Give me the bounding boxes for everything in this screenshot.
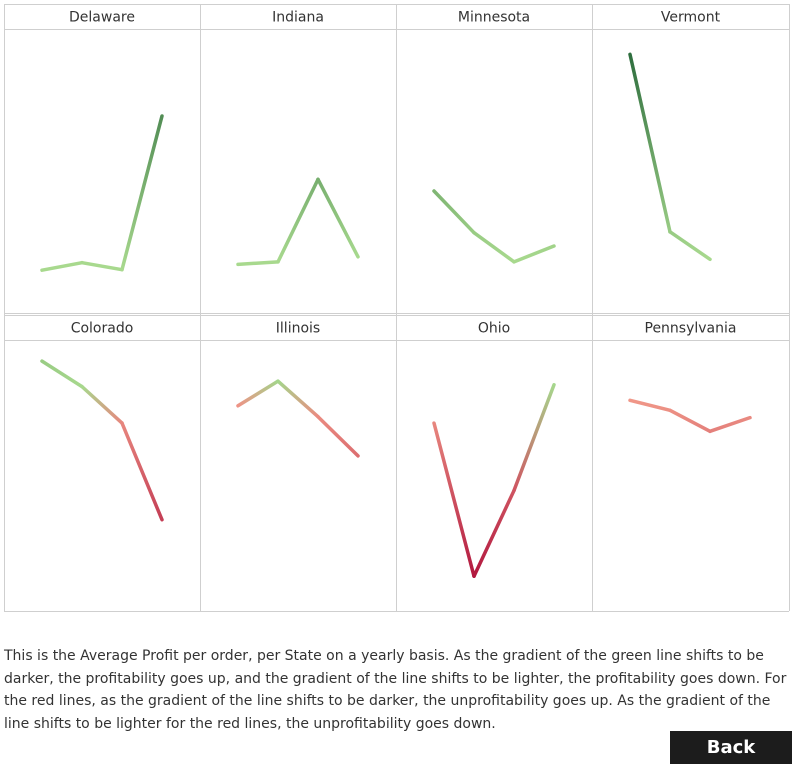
line-segment (628, 398, 672, 413)
line-segment (80, 384, 124, 425)
line-segment (236, 379, 280, 408)
panel-illinois: Illinois (236, 321, 360, 458)
panel-minnesota: Minnesota (432, 10, 556, 264)
line-segment (708, 415, 752, 434)
line-segment (120, 114, 164, 272)
line-segment (432, 421, 476, 578)
line-segment (472, 488, 516, 578)
panel-title: Pennsylvania (645, 321, 737, 337)
line-segment (316, 414, 360, 458)
panel-title: Delaware (69, 10, 135, 26)
chart-description: This is the Average Profit per order, pe… (4, 648, 787, 732)
line-segment (236, 260, 280, 267)
line-segment (276, 177, 320, 264)
line-segment (432, 189, 476, 235)
small-multiples-chart: Delaware Indiana Minnesota Vermont Colorado I… (4, 4, 790, 612)
panel-title: Illinois (276, 321, 320, 337)
line-segment (668, 408, 712, 434)
panel-vermont: Vermont (628, 10, 721, 262)
back-button[interactable]: Back (670, 731, 792, 764)
panel-title: Vermont (661, 10, 721, 26)
panel-colorado: Colorado (40, 321, 164, 522)
line-segment (512, 383, 556, 493)
panel-ohio: Ohio (432, 321, 556, 578)
line-segment (40, 359, 84, 389)
chart-panels: Delaware Indiana Minnesota Vermont Colorado I… (40, 10, 752, 578)
line-segment (472, 230, 516, 264)
line-segment (668, 230, 712, 262)
line-segment (120, 421, 164, 522)
line-segment (512, 244, 556, 264)
panel-indiana: Indiana (236, 10, 360, 267)
panel-delaware: Delaware (40, 10, 164, 272)
panel-pennsylvania: Pennsylvania (628, 321, 752, 434)
line-segment (628, 52, 672, 234)
line-segment (80, 260, 124, 272)
line-segment (40, 260, 84, 272)
panel-title: Ohio (478, 321, 510, 337)
panel-title: Minnesota (458, 10, 530, 26)
panel-title: Indiana (272, 10, 324, 26)
chart-grid-frame (4, 4, 790, 612)
panel-title: Colorado (71, 321, 134, 337)
line-segment (316, 177, 360, 259)
line-segment (276, 379, 320, 419)
